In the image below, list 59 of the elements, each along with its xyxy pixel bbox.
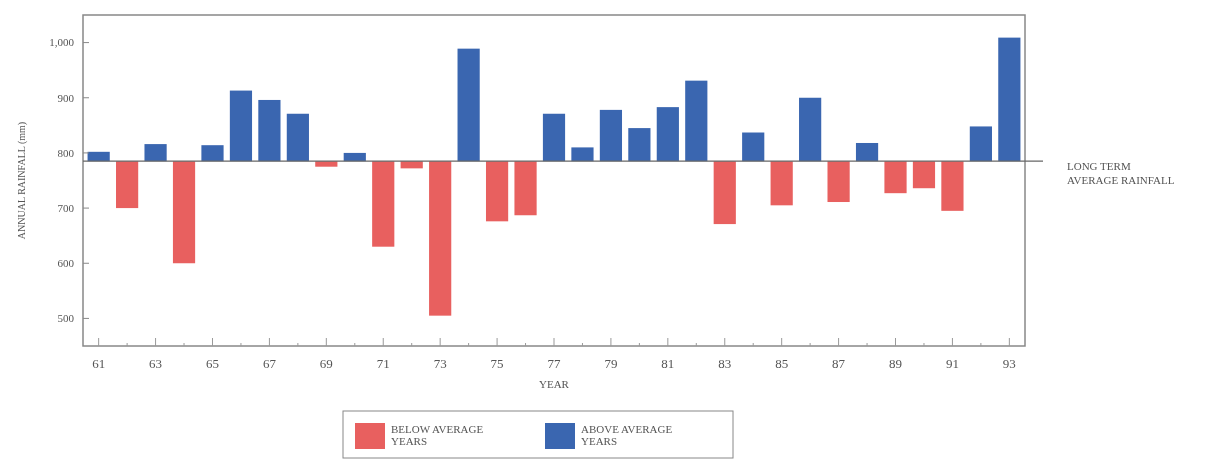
bar	[372, 161, 395, 247]
bar	[172, 161, 196, 264]
bar	[884, 161, 907, 194]
bar	[855, 142, 879, 162]
bar	[429, 161, 452, 316]
bar	[599, 109, 623, 162]
bar	[941, 161, 964, 211]
x-tick-label: 73	[433, 356, 447, 371]
bar	[87, 151, 110, 162]
bar	[799, 97, 822, 162]
x-tick-label: 91	[945, 356, 959, 371]
x-tick-label: 77	[547, 356, 561, 371]
bar	[742, 132, 765, 162]
bar	[827, 161, 850, 203]
x-tick-label: 67	[262, 356, 277, 371]
bar	[485, 161, 509, 222]
x-axis-title: YEAR	[539, 378, 570, 390]
bar	[542, 113, 566, 162]
y-axis-title: ANNUAL RAINFALL (mm)	[16, 121, 28, 240]
x-tick-label: 81	[661, 356, 675, 371]
bar	[514, 161, 537, 216]
bar	[998, 37, 1021, 162]
bar	[571, 147, 594, 162]
x-tick-label: 69	[319, 356, 333, 371]
ref-line-label: LONG TERM AVERAGE RAINFALL	[1067, 160, 1175, 187]
x-tick-label: 93	[1002, 356, 1016, 371]
bar	[201, 145, 224, 162]
bar	[969, 126, 992, 162]
x-tick-label: 71	[376, 356, 390, 371]
legend-label: BELOW AVERAGE YEARS	[391, 423, 484, 447]
bar	[258, 99, 281, 162]
x-tick-label: 89	[889, 356, 903, 371]
bar	[656, 107, 679, 162]
x-tick-label: 85	[775, 356, 789, 371]
y-tick-label: 1,000	[49, 36, 75, 49]
bar	[343, 152, 366, 162]
y-tick-label: 900	[57, 91, 75, 104]
bar	[144, 144, 167, 162]
x-tick-label: 65	[205, 356, 219, 371]
y-tick-label: 600	[57, 257, 75, 270]
x-tick-label: 87	[832, 356, 846, 371]
y-tick-label: 500	[57, 312, 75, 325]
legend-label: ABOVE AVERAGE YEARS	[581, 423, 673, 447]
x-tick-label: 61	[92, 356, 106, 371]
x-tick-label: 63	[149, 356, 163, 371]
x-tick-label: 75	[490, 356, 504, 371]
bar	[116, 161, 139, 209]
x-tick-label: 83	[718, 356, 732, 371]
y-tick-label: 700	[57, 201, 75, 214]
bar	[685, 80, 708, 162]
bar	[770, 161, 793, 206]
bar	[457, 48, 480, 162]
bar	[286, 113, 309, 162]
bar	[628, 128, 651, 162]
bar	[229, 90, 253, 162]
bar	[713, 161, 736, 225]
x-tick-label: 79	[604, 356, 618, 371]
y-tick-label: 800	[57, 146, 75, 159]
bar	[912, 161, 936, 189]
